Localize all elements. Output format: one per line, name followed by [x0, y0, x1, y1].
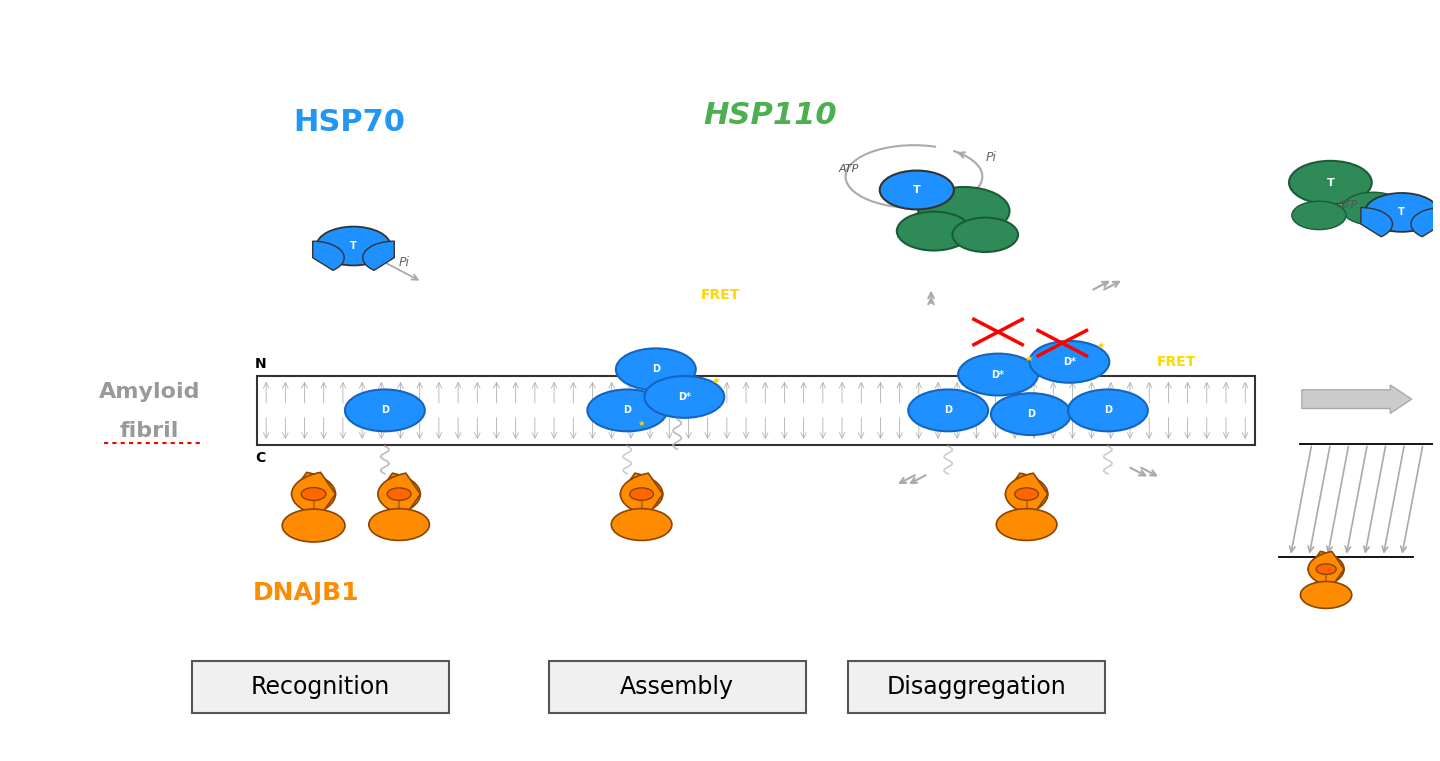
Wedge shape	[312, 241, 344, 270]
Circle shape	[897, 212, 971, 250]
Wedge shape	[1005, 473, 1048, 515]
Text: ★: ★	[1096, 343, 1103, 349]
Text: C: C	[256, 451, 266, 465]
Text: Assembly: Assembly	[621, 675, 734, 699]
Wedge shape	[1411, 208, 1440, 237]
Text: ★: ★	[1097, 341, 1104, 350]
Wedge shape	[363, 241, 395, 270]
FancyBboxPatch shape	[848, 661, 1104, 713]
Circle shape	[1300, 581, 1352, 608]
Circle shape	[1316, 564, 1336, 575]
Circle shape	[880, 170, 953, 209]
Text: ★: ★	[1025, 354, 1034, 362]
Wedge shape	[1005, 473, 1048, 515]
Text: ATP: ATP	[1338, 200, 1358, 210]
Text: T: T	[1326, 177, 1335, 187]
Text: D*: D*	[1063, 357, 1076, 367]
Text: N: N	[255, 357, 266, 371]
Circle shape	[942, 403, 969, 418]
Circle shape	[645, 376, 724, 418]
Text: D: D	[1027, 409, 1035, 419]
Text: ★: ★	[711, 378, 717, 384]
Circle shape	[909, 390, 988, 431]
Circle shape	[1087, 403, 1115, 418]
Circle shape	[588, 390, 667, 431]
Circle shape	[991, 393, 1071, 435]
Text: D: D	[945, 406, 952, 416]
Bar	[256, 376, 1254, 444]
Circle shape	[282, 509, 346, 542]
Circle shape	[1292, 201, 1346, 230]
Text: D: D	[1104, 406, 1112, 416]
Circle shape	[1342, 193, 1404, 225]
Text: D*: D*	[992, 370, 1005, 380]
Circle shape	[919, 187, 1009, 235]
Text: ★: ★	[711, 376, 720, 385]
Text: ATP: ATP	[838, 164, 858, 174]
Wedge shape	[291, 473, 336, 516]
Wedge shape	[621, 473, 662, 515]
Text: FRET: FRET	[1156, 355, 1197, 369]
Circle shape	[629, 488, 654, 500]
Text: D: D	[652, 365, 660, 374]
Text: FRET: FRET	[700, 288, 740, 301]
Wedge shape	[621, 473, 662, 515]
Text: T: T	[1398, 208, 1405, 218]
FancyArrow shape	[1302, 385, 1411, 413]
Text: T: T	[350, 241, 357, 251]
Circle shape	[1365, 193, 1439, 232]
Circle shape	[1015, 488, 1038, 500]
Text: D: D	[380, 406, 389, 416]
Circle shape	[1289, 161, 1372, 204]
Circle shape	[996, 508, 1057, 540]
Text: ★: ★	[1025, 356, 1031, 361]
FancyBboxPatch shape	[193, 661, 449, 713]
Wedge shape	[1308, 552, 1344, 587]
Text: Disaggregation: Disaggregation	[887, 675, 1067, 699]
Text: fibril: fibril	[120, 422, 179, 441]
Circle shape	[346, 390, 425, 431]
Circle shape	[958, 354, 1038, 396]
Circle shape	[611, 508, 672, 540]
Circle shape	[369, 508, 429, 540]
FancyBboxPatch shape	[549, 661, 805, 713]
Text: D*: D*	[678, 392, 691, 402]
Wedge shape	[1361, 208, 1392, 237]
Wedge shape	[1308, 552, 1344, 587]
Text: Recognition: Recognition	[251, 675, 390, 699]
Circle shape	[301, 488, 325, 501]
Text: DNAJB1: DNAJB1	[253, 581, 360, 606]
Text: Pi: Pi	[399, 256, 410, 269]
Wedge shape	[291, 473, 336, 516]
Text: ★: ★	[638, 419, 645, 428]
Circle shape	[317, 227, 390, 266]
Text: Pi: Pi	[985, 151, 996, 164]
Text: D: D	[624, 406, 631, 416]
Circle shape	[1030, 341, 1109, 383]
Circle shape	[952, 218, 1018, 252]
Wedge shape	[377, 473, 420, 515]
Wedge shape	[377, 473, 420, 515]
Circle shape	[387, 488, 410, 500]
Text: T: T	[913, 185, 920, 195]
Text: HSP70: HSP70	[294, 108, 405, 137]
Circle shape	[1068, 390, 1148, 431]
Text: Amyloid: Amyloid	[99, 382, 200, 402]
Circle shape	[616, 349, 696, 390]
Text: HSP110: HSP110	[703, 100, 837, 130]
